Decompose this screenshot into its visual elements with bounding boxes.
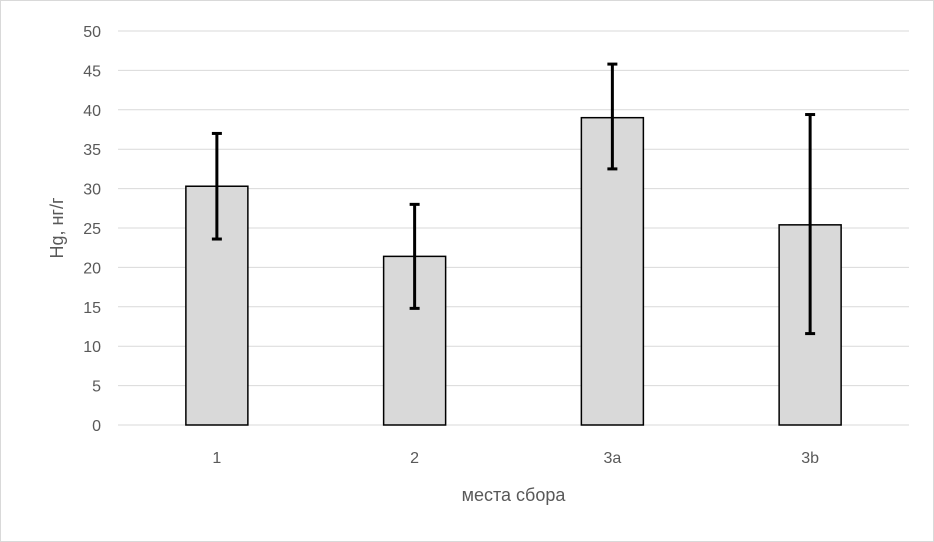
x-tick-label-3a: 3a [603, 450, 621, 467]
error-bar-3a [607, 62, 618, 171]
error-bar-1 [211, 131, 222, 241]
x-tick-labels: 1 2 3a 3b [212, 450, 819, 467]
x-axis-label: места сбора [462, 485, 567, 505]
error-bars [211, 62, 816, 336]
y-tick-label: 20 [83, 260, 101, 277]
error-bar-3b [805, 113, 816, 336]
y-tick-label: 15 [83, 300, 101, 317]
x-tick-label-3b: 3b [801, 450, 819, 467]
bars [185, 116, 842, 426]
y-tick-label: 30 [83, 182, 101, 199]
x-tick-label-2: 2 [410, 450, 419, 467]
x-tick-label-1: 1 [212, 450, 221, 467]
y-tick-labels: 0 5 10 15 20 25 30 35 40 45 50 [83, 24, 101, 435]
y-tick-label: 35 [83, 142, 101, 159]
y-tick-label: 5 [92, 379, 101, 396]
y-tick-label: 10 [83, 339, 101, 356]
grid-lines [118, 30, 909, 426]
y-tick-label: 40 [83, 103, 101, 120]
y-tick-label: 0 [92, 418, 101, 435]
y-tick-label: 50 [83, 24, 101, 41]
y-tick-label: 25 [83, 221, 101, 238]
error-bar-2 [409, 202, 420, 310]
y-tick-label: 45 [83, 63, 101, 80]
y-axis-label: Hg, нг/г [47, 197, 67, 259]
